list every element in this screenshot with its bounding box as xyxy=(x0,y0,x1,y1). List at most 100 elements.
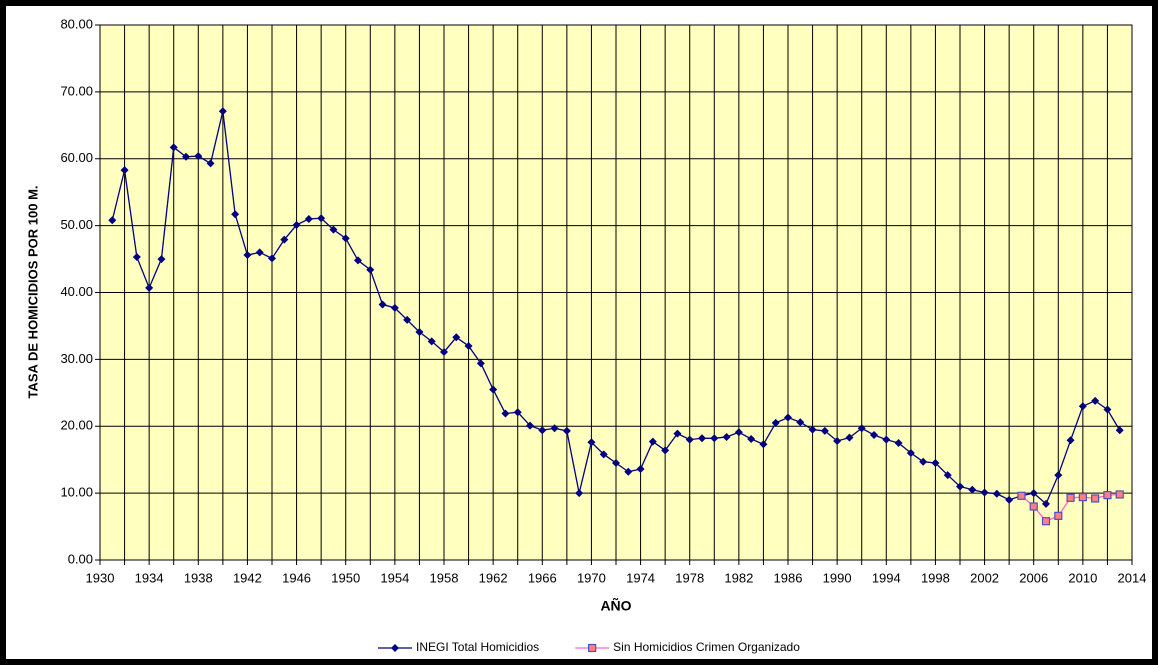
marker xyxy=(599,450,608,459)
marker xyxy=(513,408,522,417)
marker xyxy=(747,434,756,443)
marker xyxy=(661,446,670,455)
legend-label: Sin Homicidios Crimen Organizado xyxy=(613,640,800,654)
marker xyxy=(919,457,928,466)
marker xyxy=(882,435,891,444)
marker xyxy=(759,440,768,449)
marker xyxy=(145,283,154,292)
x-tick-label: 1954 xyxy=(380,570,409,585)
marker xyxy=(857,424,866,433)
marker xyxy=(489,385,498,394)
marker xyxy=(292,220,301,229)
x-tick-label: 1946 xyxy=(282,570,311,585)
x-tick-label: 1930 xyxy=(86,570,115,585)
marker xyxy=(403,315,412,324)
marker xyxy=(1078,493,1087,502)
marker xyxy=(1066,493,1075,502)
marker xyxy=(1017,491,1026,500)
marker xyxy=(329,225,338,234)
marker xyxy=(845,433,854,442)
marker xyxy=(575,489,584,498)
marker xyxy=(980,488,989,497)
marker xyxy=(710,434,719,443)
marker xyxy=(354,256,362,265)
marker xyxy=(108,216,117,225)
x-tick-label: 1962 xyxy=(479,570,508,585)
marker xyxy=(268,254,276,263)
marker xyxy=(280,235,289,244)
marker xyxy=(870,430,878,439)
marker xyxy=(1005,495,1014,504)
marker xyxy=(255,248,264,257)
marker xyxy=(1091,494,1100,503)
y-tick-label: 40.00 xyxy=(60,284,93,299)
marker xyxy=(771,418,780,427)
marker xyxy=(132,253,141,262)
x-tick-label: 2006 xyxy=(1019,570,1048,585)
marker xyxy=(1115,490,1124,499)
marker xyxy=(120,166,129,175)
marker xyxy=(906,449,915,457)
marker xyxy=(612,459,620,468)
marker xyxy=(1103,491,1112,500)
x-tick-label: 1950 xyxy=(331,570,360,585)
marker xyxy=(464,342,473,350)
y-axis-label: TASA DE HOMICIDIOS POR 100 M. xyxy=(25,185,40,398)
marker xyxy=(1029,489,1038,498)
marker xyxy=(931,459,940,468)
marker xyxy=(218,107,227,116)
x-tick-label: 1994 xyxy=(872,570,901,585)
marker xyxy=(415,327,424,336)
x-tick-label: 2014 xyxy=(1118,570,1147,585)
x-tick-label: 1990 xyxy=(823,570,852,585)
x-axis-label: AÑO xyxy=(600,597,631,614)
marker xyxy=(194,152,203,161)
marker xyxy=(391,644,399,652)
marker xyxy=(698,434,706,443)
legend-item: INEGI Total Homicidios xyxy=(378,640,539,654)
x-tick-label: 1942 xyxy=(233,570,262,585)
x-tick-label: 1974 xyxy=(626,570,655,585)
x-tick-label: 1966 xyxy=(528,570,557,585)
marker xyxy=(304,214,313,223)
marker xyxy=(1054,471,1063,480)
x-tick-label: 1938 xyxy=(184,570,213,585)
marker xyxy=(1066,436,1075,445)
marker xyxy=(673,429,682,438)
y-tick-label: 10.00 xyxy=(60,485,93,500)
x-tick-label: 1982 xyxy=(724,570,753,585)
marker xyxy=(1042,499,1050,508)
marker xyxy=(1041,517,1051,526)
marker xyxy=(169,143,178,152)
marker xyxy=(526,421,534,430)
x-tick-label: 1998 xyxy=(921,570,950,585)
marker xyxy=(722,432,731,441)
marker xyxy=(366,265,375,274)
y-tick-label: 50.00 xyxy=(60,217,93,232)
marker xyxy=(378,300,387,309)
marker xyxy=(968,485,977,494)
marker xyxy=(452,333,461,342)
y-tick-label: 20.00 xyxy=(60,418,93,433)
marker xyxy=(587,438,596,447)
y-tick-label: 70.00 xyxy=(60,83,93,98)
marker xyxy=(501,409,510,418)
marker xyxy=(1091,396,1100,405)
marker xyxy=(231,210,240,219)
marker xyxy=(992,489,1001,498)
marker xyxy=(1054,511,1063,520)
marker xyxy=(648,437,657,446)
x-tick-label: 1958 xyxy=(430,570,459,585)
marker xyxy=(550,424,559,433)
marker xyxy=(317,214,326,223)
marker xyxy=(182,152,190,161)
marker xyxy=(734,428,743,437)
marker xyxy=(685,435,694,444)
y-tick-label: 0.00 xyxy=(68,551,93,566)
marker xyxy=(636,465,645,474)
legend-item: Sin Homicidios Crimen Organizado xyxy=(575,640,800,654)
marker xyxy=(206,159,215,168)
marker xyxy=(624,467,633,476)
y-tick-label: 60.00 xyxy=(60,150,93,165)
